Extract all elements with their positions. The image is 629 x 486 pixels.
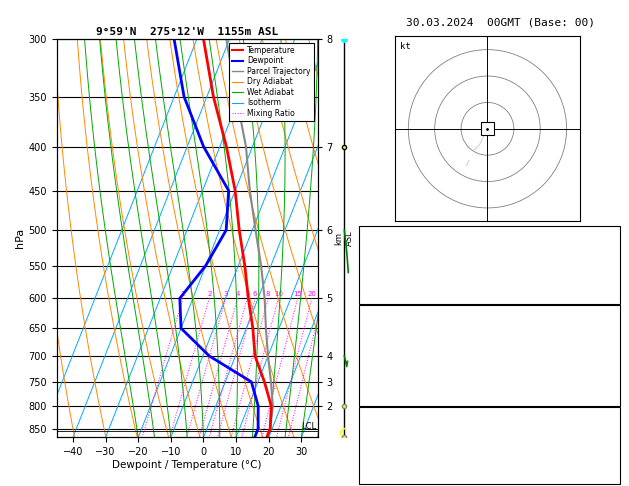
- Text: 0: 0: [608, 374, 613, 384]
- Text: 19.4: 19.4: [590, 316, 613, 326]
- Text: CAPE (J): CAPE (J): [371, 455, 418, 466]
- Bar: [481, 122, 494, 136]
- Text: 1: 1: [608, 359, 613, 369]
- Text: 0: 0: [608, 388, 613, 398]
- Text: 6: 6: [253, 291, 257, 297]
- Text: Lifted Index: Lifted Index: [371, 359, 442, 369]
- Text: Pressure (mb): Pressure (mb): [371, 418, 447, 428]
- Text: 1.46: 1.46: [590, 275, 613, 285]
- Text: Dewp (°C): Dewp (°C): [371, 330, 424, 340]
- Text: 2: 2: [207, 291, 211, 297]
- Title: 9°59'N  275°12'W  1155m ASL: 9°59'N 275°12'W 1155m ASL: [96, 27, 278, 37]
- Text: 0: 0: [608, 468, 613, 478]
- Text: 30.03.2024  00GMT (Base: 00): 30.03.2024 00GMT (Base: 00): [406, 17, 594, 27]
- Text: Lifted Index: Lifted Index: [371, 443, 442, 453]
- Text: LCL: LCL: [301, 422, 316, 432]
- Text: 2: 2: [608, 231, 613, 241]
- Text: Totals Totals: Totals Totals: [371, 253, 447, 263]
- Text: 0: 0: [608, 455, 613, 466]
- Text: 340: 340: [596, 345, 613, 355]
- Text: 3: 3: [223, 291, 228, 297]
- Text: 4: 4: [235, 291, 240, 297]
- Text: K: K: [371, 231, 377, 241]
- Y-axis label: hPa: hPa: [16, 228, 26, 248]
- Text: CAPE (J): CAPE (J): [371, 374, 418, 384]
- X-axis label: Dewpoint / Temperature (°C): Dewpoint / Temperature (°C): [113, 460, 262, 470]
- Text: 41: 41: [601, 253, 613, 263]
- Text: 5: 5: [245, 291, 250, 297]
- Text: 20: 20: [308, 291, 316, 297]
- Text: θₑ(K): θₑ(K): [371, 345, 401, 355]
- Text: CIN (J): CIN (J): [371, 388, 412, 398]
- Text: CIN (J): CIN (J): [371, 468, 412, 478]
- Text: Most Unstable: Most Unstable: [451, 410, 527, 420]
- Text: 1: 1: [608, 443, 613, 453]
- Text: θₑ (K): θₑ (K): [371, 431, 406, 440]
- Text: PW (cm): PW (cm): [371, 275, 412, 285]
- Text: 15: 15: [293, 291, 302, 297]
- Text: Temp (°C): Temp (°C): [371, 316, 424, 326]
- Text: 1: 1: [181, 291, 185, 297]
- Text: 340: 340: [596, 431, 613, 440]
- Legend: Temperature, Dewpoint, Parcel Trajectory, Dry Adiabat, Wet Adiabat, Isotherm, Mi: Temperature, Dewpoint, Parcel Trajectory…: [229, 43, 314, 121]
- Text: 10: 10: [274, 291, 283, 297]
- Y-axis label: km
ASL: km ASL: [334, 230, 353, 246]
- Text: kt: kt: [401, 42, 411, 51]
- Text: © weatheronline.co.uk: © weatheronline.co.uk: [434, 472, 547, 481]
- Text: 887: 887: [596, 418, 613, 428]
- Text: Surface: Surface: [469, 308, 509, 318]
- Text: 8: 8: [266, 291, 270, 297]
- Text: 15.7: 15.7: [590, 330, 613, 340]
